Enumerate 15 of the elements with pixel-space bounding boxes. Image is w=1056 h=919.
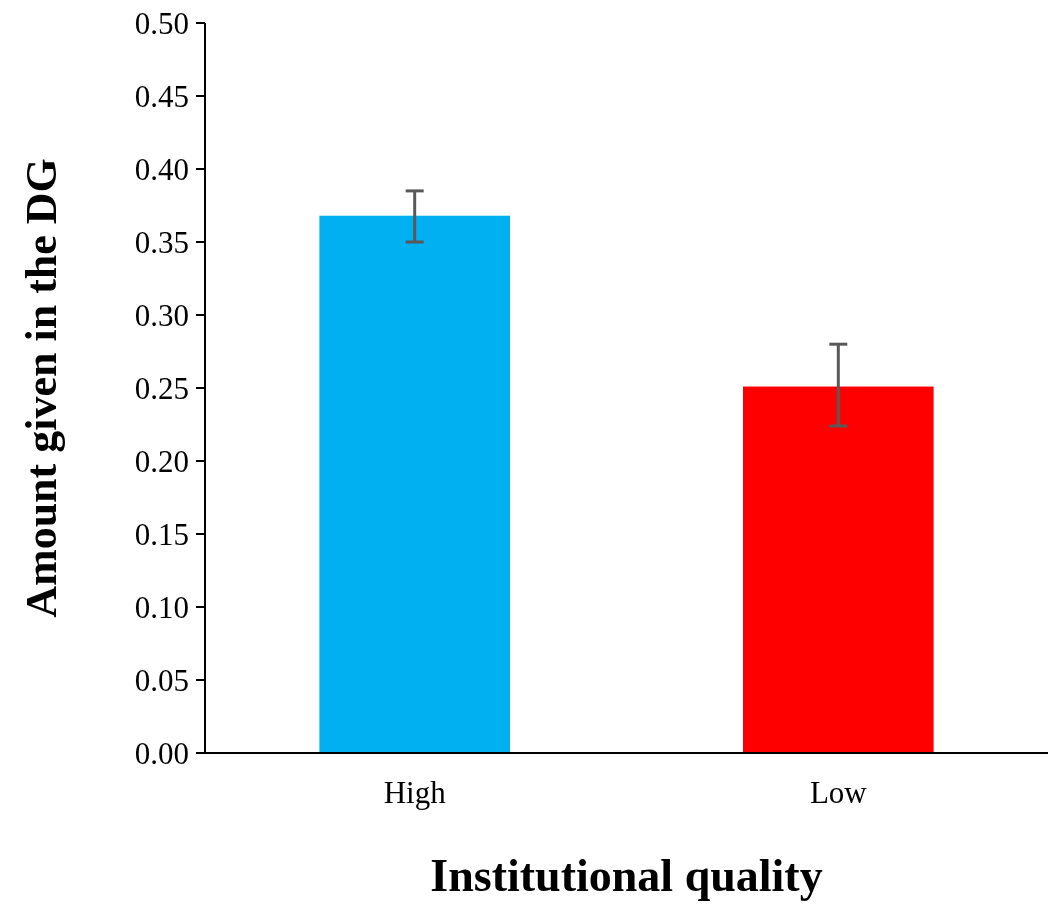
y-tick-label: 0.45: [134, 78, 189, 114]
y-tick-label: 0.50: [134, 5, 189, 41]
y-tick-label: 0.25: [134, 370, 189, 406]
x-axis-title: Institutional quality: [430, 850, 823, 901]
y-tick-label: 0.20: [134, 443, 189, 479]
x-tick-label: Low: [809, 775, 868, 810]
y-tick-label: 0.00: [134, 735, 189, 771]
y-tick-label: 0.10: [134, 589, 189, 625]
x-tick-label: High: [383, 775, 447, 810]
y-tick-label: 0.05: [134, 662, 189, 698]
y-tick-label: 0.40: [134, 151, 189, 187]
y-tick-label: 0.15: [134, 516, 189, 552]
y-axis-title: Amount given in the DG: [17, 158, 66, 618]
y-tick-label: 0.30: [134, 297, 189, 333]
y-tick-label: 0.35: [134, 224, 189, 260]
